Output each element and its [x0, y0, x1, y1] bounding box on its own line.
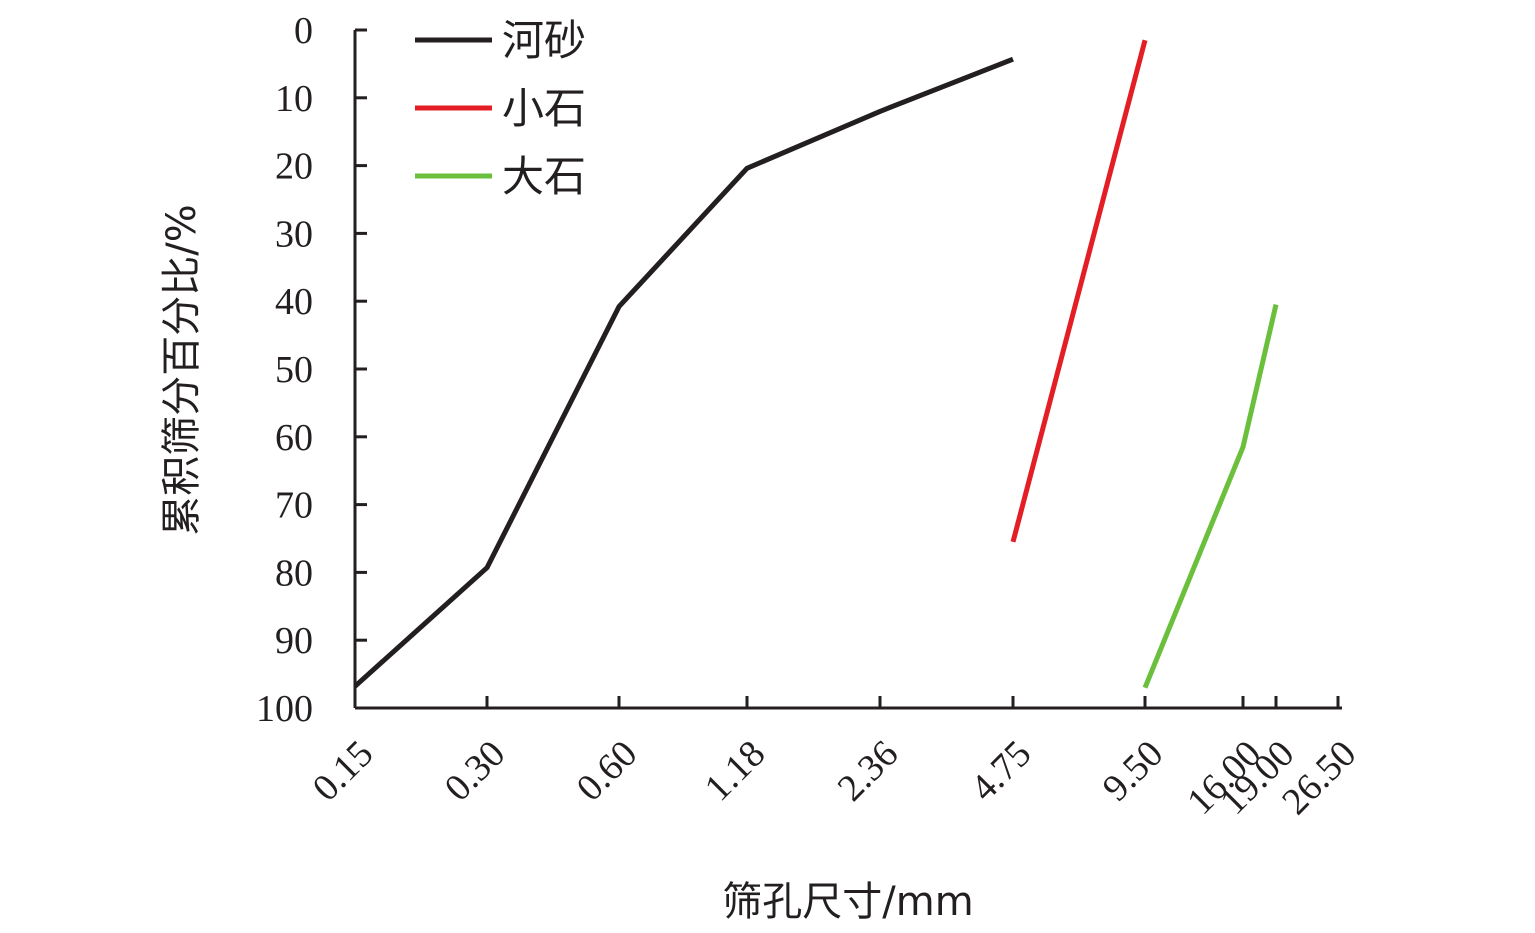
series-lines — [353, 39, 1279, 689]
y-tick-label: 40 — [275, 281, 313, 323]
series-line-2 — [1142, 304, 1279, 689]
y-ticks: 0 10 20 30 40 50 60 70 80 90 100 — [256, 10, 367, 730]
x-tick-label: 26.50 — [1274, 733, 1364, 823]
y-tick-label: 90 — [275, 620, 313, 662]
y-tick-label: 60 — [275, 417, 313, 459]
x-axis-title: 筛孔尺寸/mm — [722, 879, 973, 925]
y-tick-label: 30 — [275, 213, 313, 255]
y-tick-label: 50 — [275, 349, 313, 391]
x-ticks: 0.15 0.30 0.60 1.18 2.36 4.75 9.50 16.0019.0026… — [305, 696, 1364, 823]
y-tick-label: 100 — [256, 688, 313, 730]
legend-label: 小石 — [502, 84, 586, 133]
series-line-1 — [1010, 39, 1148, 543]
y-tick-label: 0 — [294, 10, 313, 52]
y-tick-label: 70 — [275, 485, 313, 527]
x-tick-label: 4.75 — [963, 733, 1040, 810]
y-tick-label: 20 — [275, 146, 313, 188]
x-tick-label: 1.18 — [697, 733, 774, 810]
x-tick-label: 9.50 — [1095, 733, 1172, 810]
y-tick-label: 10 — [275, 78, 313, 120]
x-tick-label: 0.30 — [437, 733, 514, 810]
y-axis-title: 累积筛分百分比/% — [159, 204, 205, 535]
y-tick-label: 80 — [275, 552, 313, 594]
x-tick-label: 0.60 — [569, 733, 646, 810]
x-tick-label: 0.15 — [305, 733, 382, 810]
x-tick-label: 2.36 — [830, 733, 907, 810]
legend-label: 河砂 — [502, 16, 586, 65]
series-line-0 — [353, 56, 1014, 689]
legend-label: 大石 — [502, 152, 586, 201]
